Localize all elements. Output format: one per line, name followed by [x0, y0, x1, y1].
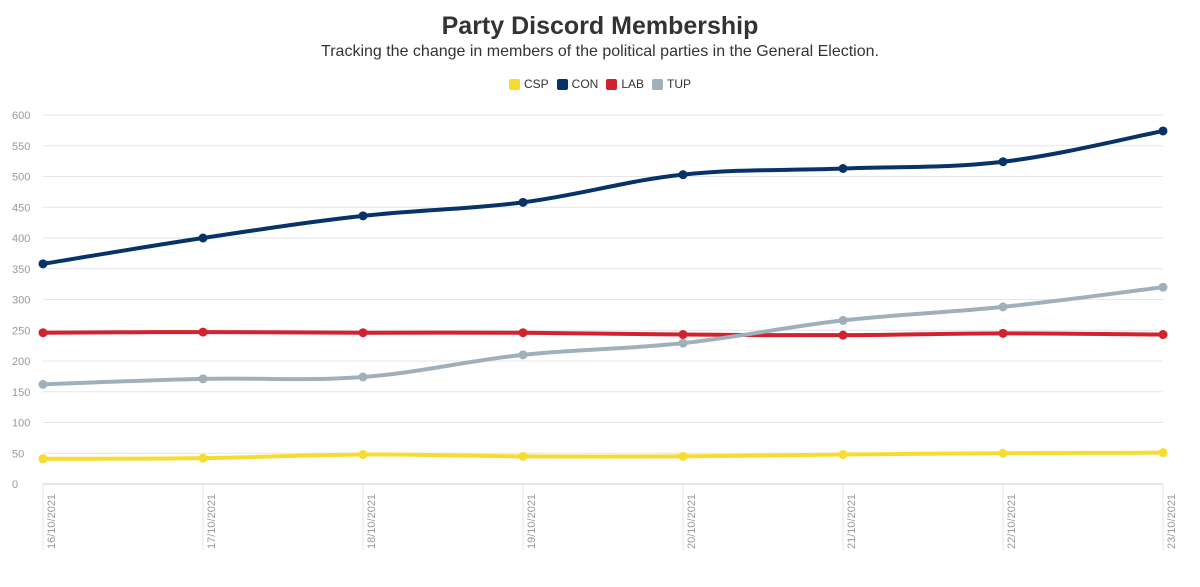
- y-tick-label: 0: [12, 479, 18, 491]
- data-point-con: [358, 211, 368, 221]
- y-tick-label: 50: [12, 448, 24, 460]
- y-tick-label: 550: [12, 141, 30, 153]
- y-tick-label: 150: [12, 387, 30, 399]
- x-tick-label: 18/10/2021: [366, 494, 378, 549]
- data-point-csp: [1158, 448, 1168, 458]
- data-point-csp: [998, 448, 1008, 458]
- y-tick-label: 200: [12, 356, 30, 368]
- data-point-tup: [518, 350, 528, 360]
- x-tick-label: 23/10/2021: [1166, 494, 1178, 549]
- data-point-con: [198, 233, 208, 243]
- data-point-lab: [518, 328, 528, 338]
- data-point-lab: [838, 330, 848, 340]
- data-point-tup: [38, 379, 48, 389]
- legend-swatch-lab: [606, 78, 618, 90]
- data-point-con: [678, 170, 688, 180]
- legend-item-tup[interactable]: TUP: [652, 77, 691, 91]
- data-point-con: [998, 157, 1008, 167]
- data-point-con: [518, 197, 528, 207]
- chart-subtitle: Tracking the change in members of the po…: [321, 43, 879, 60]
- y-tick-label: 350: [12, 264, 30, 276]
- data-point-con: [838, 164, 848, 174]
- data-point-tup: [358, 372, 368, 382]
- data-point-csp: [358, 449, 368, 459]
- legend-swatch-con: [556, 78, 568, 90]
- y-tick-label: 500: [12, 172, 30, 184]
- series-line-csp: [41, 450, 1165, 461]
- x-tick-label: 20/10/2021: [686, 494, 698, 549]
- data-point-tup: [998, 302, 1008, 312]
- legend-item-con[interactable]: CON: [556, 77, 599, 91]
- legend-swatch-csp: [508, 78, 520, 90]
- y-tick-label: 100: [12, 418, 30, 430]
- chart-legend: CSP CON LAB TUP: [0, 77, 1200, 91]
- x-tick-label: 16/10/2021: [46, 494, 58, 549]
- data-point-csp: [838, 449, 848, 459]
- legend-label-con: CON: [571, 77, 599, 91]
- y-tick-label: 600: [12, 110, 30, 122]
- data-point-lab: [678, 330, 688, 340]
- legend-item-csp[interactable]: CSP: [508, 77, 549, 91]
- data-point-lab: [38, 328, 48, 338]
- data-point-tup: [678, 338, 688, 348]
- data-point-lab: [358, 328, 368, 338]
- data-point-tup: [198, 374, 208, 384]
- legend-label-tup: TUP: [667, 77, 692, 91]
- data-point-lab: [198, 327, 208, 337]
- legend-item-lab[interactable]: LAB: [606, 77, 644, 91]
- data-point-lab: [1158, 330, 1168, 340]
- data-point-con: [1158, 126, 1168, 136]
- data-point-tup: [838, 315, 848, 325]
- y-tick-label: 450: [12, 202, 30, 214]
- data-point-csp: [678, 451, 688, 461]
- data-point-csp: [38, 454, 48, 464]
- data-point-tup: [1158, 282, 1168, 292]
- legend-swatch-tup: [652, 78, 664, 90]
- x-tick-label: 21/10/2021: [846, 494, 858, 549]
- x-tick-label: 17/10/2021: [206, 494, 218, 549]
- y-tick-label: 250: [12, 325, 30, 337]
- series-line-lab: [41, 330, 1165, 338]
- x-tick-label: 22/10/2021: [1006, 494, 1018, 549]
- x-tick-label: 19/10/2021: [526, 494, 538, 549]
- series-line-tup: [41, 285, 1165, 387]
- legend-label-csp: CSP: [523, 77, 549, 91]
- series-line-con: [41, 128, 1165, 266]
- data-point-lab: [998, 328, 1008, 338]
- y-tick-label: 300: [12, 295, 30, 307]
- y-tick-label: 400: [12, 233, 30, 245]
- chart-title: Party Discord Membership: [441, 12, 759, 40]
- legend-label-lab: LAB: [621, 77, 645, 91]
- data-point-csp: [518, 451, 528, 461]
- data-point-csp: [198, 453, 208, 463]
- data-point-con: [38, 259, 48, 269]
